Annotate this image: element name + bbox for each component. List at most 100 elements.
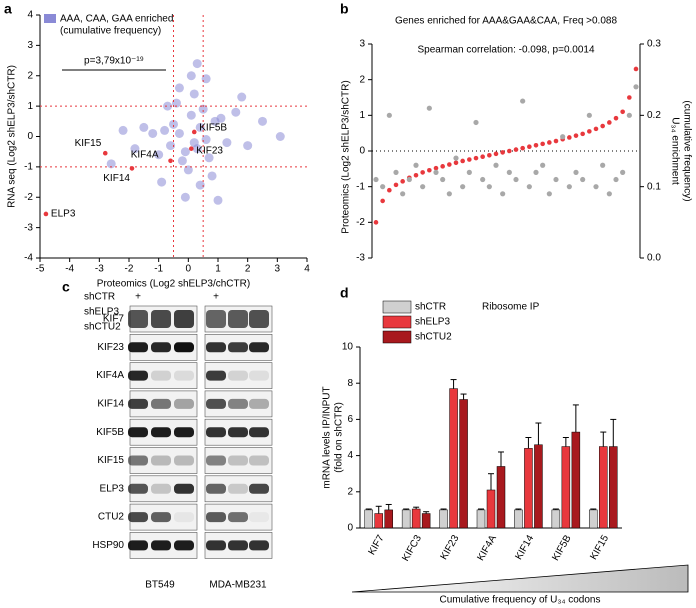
bar	[476, 509, 486, 529]
proteomics-point	[607, 120, 612, 125]
proteomics-point	[487, 152, 492, 158]
x-tick-label: -1	[154, 264, 163, 275]
band	[128, 512, 148, 523]
bar	[496, 466, 506, 529]
condition-label: shELP3	[84, 307, 119, 318]
enrichment-point	[406, 176, 412, 183]
cloud-point	[189, 89, 199, 99]
y-tick-label: 2	[347, 486, 353, 497]
cloud-point	[192, 144, 202, 154]
y2-axis-label: (cumulative frequency)	[681, 100, 692, 201]
proteomics-point	[593, 126, 599, 132]
cloud-point	[183, 165, 193, 175]
bar	[551, 509, 561, 529]
y-tick-label: 1	[359, 110, 365, 121]
band	[174, 398, 194, 409]
bar	[571, 431, 581, 529]
y-axis-label: Proteomics (Log2 shELP3/shCTR)	[341, 80, 352, 233]
proteomics-point	[493, 151, 499, 157]
bar	[524, 448, 533, 529]
cloud-point	[213, 195, 223, 205]
cloud-point	[163, 101, 173, 111]
proteomics-point	[460, 158, 465, 164]
cloud-point	[186, 110, 196, 120]
y-tick-label: 2	[359, 74, 365, 85]
band	[206, 540, 226, 551]
band	[228, 455, 248, 466]
x-tick-label: 2	[245, 264, 251, 275]
cloud-point	[160, 125, 170, 135]
x-tick-label: KIF23	[439, 533, 462, 562]
enrichment-point	[586, 112, 592, 118]
band	[128, 483, 148, 494]
band	[151, 370, 171, 381]
proteomics-point	[373, 220, 379, 225]
cloud-point	[275, 132, 285, 141]
bar	[561, 446, 571, 529]
proteomics-point	[620, 109, 625, 115]
enrichment-point	[493, 162, 499, 168]
codon-gradient	[351, 564, 689, 593]
y-tick-label: 0	[27, 131, 33, 142]
band	[228, 342, 248, 353]
band	[206, 370, 226, 381]
x-tick-label: 3	[275, 264, 281, 275]
y-tick-label: -3	[356, 253, 365, 264]
cloud-point	[216, 113, 226, 123]
band	[174, 427, 194, 438]
cloud-point	[231, 107, 241, 117]
legend-swatch	[382, 330, 412, 344]
blot-frame	[204, 447, 273, 474]
enrichment-point	[460, 184, 466, 190]
point-label: KIF23	[196, 145, 223, 156]
band	[151, 310, 171, 328]
cloud-point	[243, 141, 253, 151]
enrichment-point	[400, 191, 406, 197]
y-tick-label: -1	[24, 162, 33, 173]
x-tick-label: -5	[36, 264, 45, 275]
band-label: KIF7	[103, 314, 125, 325]
proteomics-point	[527, 144, 532, 150]
y-axis-label: mRNA levels IP/INPUT	[322, 386, 333, 488]
bar	[421, 513, 431, 529]
proteomics-point	[420, 170, 425, 175]
band	[249, 455, 269, 466]
y2-axis-label: U₃₄ enrichment	[669, 117, 680, 185]
point-label: KIF4A	[131, 149, 159, 160]
band	[249, 398, 269, 409]
cloud-point	[169, 119, 178, 129]
enrichment-point	[620, 169, 626, 175]
legend-label: shCTU2	[415, 332, 452, 343]
cloud-point	[207, 171, 217, 181]
proteomics-point	[533, 142, 539, 148]
band	[174, 455, 194, 466]
panel-label: c	[62, 279, 70, 295]
band	[206, 427, 226, 438]
y-tick-label: 3	[27, 40, 33, 51]
band	[128, 310, 148, 328]
bar	[589, 509, 598, 529]
bar	[439, 509, 448, 529]
y-tick-label: 4	[347, 450, 353, 461]
band-label: CTU2	[98, 512, 125, 523]
y-tick-label: 8	[347, 378, 353, 389]
y-tick-label: 6	[347, 414, 353, 425]
y-tick-label: -4	[24, 253, 33, 264]
proteomics-point	[567, 135, 572, 140]
proteomics-point	[613, 115, 619, 121]
band	[206, 398, 226, 409]
band	[206, 483, 226, 494]
cloud-point	[180, 147, 190, 157]
condition-plus: +	[213, 292, 219, 303]
band	[228, 370, 248, 381]
bar	[374, 513, 383, 529]
enrichment-point	[373, 176, 379, 183]
bar	[401, 509, 411, 529]
cloud-point	[106, 159, 116, 169]
cell-line-label: MDA-MB231	[209, 580, 267, 591]
bar	[384, 509, 393, 529]
band	[151, 512, 171, 523]
point-label: ELP3	[51, 209, 76, 220]
highlight-point	[129, 166, 135, 171]
